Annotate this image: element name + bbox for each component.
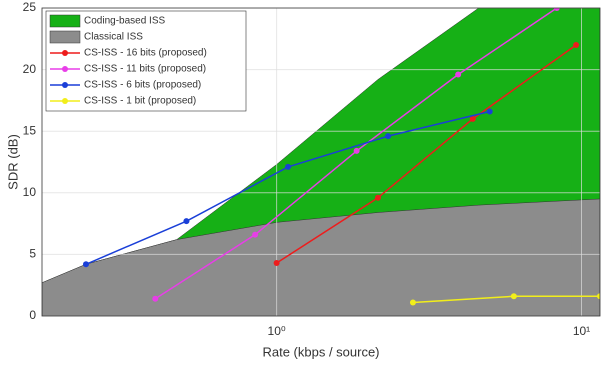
plot-frame <box>41 7 601 317</box>
marker <box>469 115 476 122</box>
x-tick-label: 10¹ <box>573 324 590 338</box>
marker <box>573 41 580 48</box>
legend-swatch <box>49 14 81 28</box>
legend-label: CS-ISS - 6 bits (proposed) <box>84 80 201 91</box>
marker <box>82 261 89 268</box>
y-tick-label: 20 <box>23 62 37 76</box>
y-tick-label: 5 <box>29 247 36 261</box>
legend-label: Classical ISS <box>84 32 143 43</box>
marker <box>455 71 462 78</box>
marker <box>553 8 560 11</box>
line <box>276 44 577 264</box>
y-tick-label: 10 <box>23 185 37 199</box>
y-axis-label: SDR (dB) <box>5 134 20 190</box>
legend-box <box>45 10 247 112</box>
marker <box>374 194 381 201</box>
y-tick-label: 0 <box>29 308 36 322</box>
area <box>42 198 600 316</box>
legend-swatch <box>62 50 68 56</box>
marker <box>510 293 517 300</box>
marker <box>409 299 416 306</box>
marker <box>183 218 190 225</box>
legend-label: CS-ISS - 11 bits (proposed) <box>84 64 206 75</box>
legend-label: CS-ISS - 1 bit (proposed) <box>84 96 196 107</box>
plot-area <box>42 8 600 316</box>
legend-swatch <box>62 98 68 104</box>
legend-label: CS-ISS - 16 bits (proposed) <box>84 48 207 59</box>
marker <box>597 293 600 300</box>
x-tick-label: 10⁰ <box>268 324 286 338</box>
y-tick-label: 15 <box>23 123 37 137</box>
marker <box>353 147 360 154</box>
marker <box>273 260 280 267</box>
legend-swatch <box>62 82 68 88</box>
marker <box>486 108 493 115</box>
legend-label: Coding-based ISS <box>84 16 165 27</box>
marker <box>385 133 392 140</box>
legend-swatch <box>62 66 68 72</box>
marker <box>285 163 292 170</box>
marker <box>252 231 259 238</box>
marker <box>152 295 159 302</box>
legend-swatch <box>49 30 81 44</box>
x-axis-label: Rate (kbps / source) <box>262 344 379 359</box>
y-tick-label: 25 <box>23 0 37 14</box>
